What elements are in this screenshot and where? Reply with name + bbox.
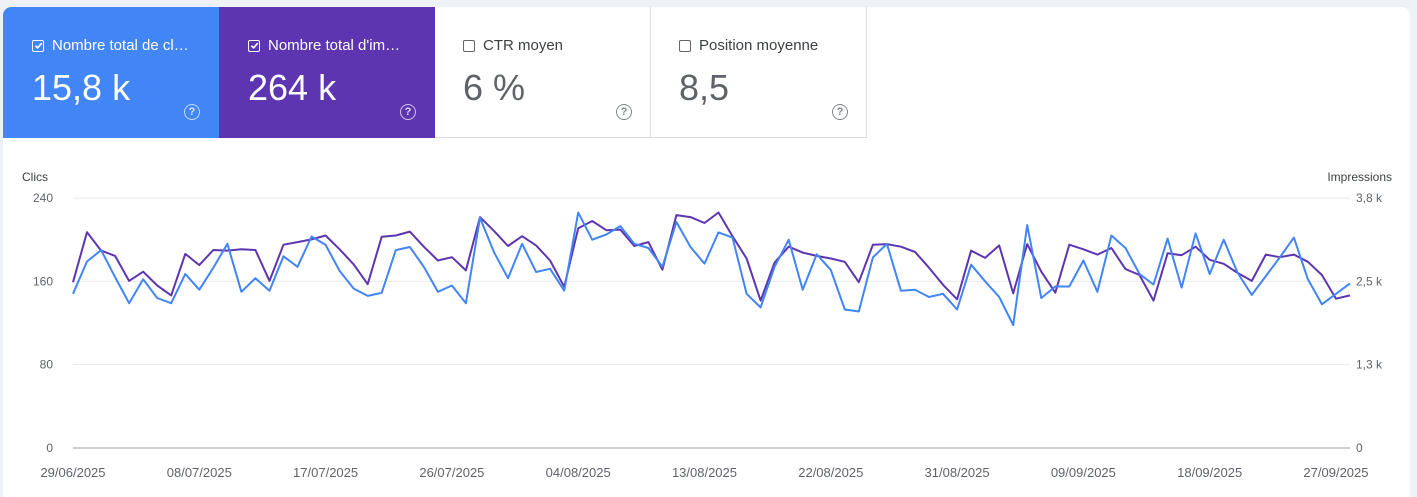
x-axis-tick-label: 29/06/2025 xyxy=(40,465,105,480)
tile-total-clicks[interactable]: Nombre total de clics 15,8 k ? xyxy=(3,7,219,138)
left-axis-title: Clics xyxy=(22,170,48,184)
left-axis-tick-label: 240 xyxy=(33,191,53,205)
right-axis-tick-label: 3,8 k xyxy=(1356,191,1383,205)
tile-average-ctr-header: CTR moyen xyxy=(463,37,563,54)
tile-average-position[interactable]: Position moyenne 8,5 ? xyxy=(651,7,867,138)
help-icon[interactable]: ? xyxy=(616,104,632,120)
tile-average-position-value: 8,5 xyxy=(679,67,730,108)
tile-average-position-label: Position moyenne xyxy=(699,37,819,54)
checkbox-unchecked-icon[interactable] xyxy=(463,39,475,52)
x-axis-tick-label: 26/07/2025 xyxy=(419,465,484,480)
tile-average-ctr[interactable]: CTR moyen 6 % ? xyxy=(435,7,651,138)
x-axis-tick-label: 27/09/2025 xyxy=(1303,465,1368,480)
x-axis-tick-label: 31/08/2025 xyxy=(925,465,990,480)
tile-total-impressions-header: Nombre total d'impressions xyxy=(248,37,406,54)
impressions-series-line xyxy=(72,211,1351,302)
tile-average-position-header: Position moyenne xyxy=(679,37,818,54)
left-axis-tick-label: 80 xyxy=(40,358,54,372)
clics-series-line xyxy=(72,211,1351,327)
x-axis-tick-label: 18/09/2025 xyxy=(1177,465,1242,480)
tile-total-clicks-value: 15,8 k xyxy=(32,67,131,108)
x-axis-tick-label: 22/08/2025 xyxy=(798,465,863,480)
right-axis-tick-label: 0 xyxy=(1356,441,1363,455)
help-icon[interactable]: ? xyxy=(832,104,848,120)
x-axis-tick-label: 13/08/2025 xyxy=(672,465,737,480)
performance-line-chart: 0 0 80 1,3 k 160 2,5 k 240 3,8 k 29/06/2025 08/07… xyxy=(33,191,1383,480)
metric-tiles: Nombre total de clics 15,8 k ? Nombre to… xyxy=(3,7,867,138)
tile-total-clicks-header: Nombre total de clics xyxy=(32,37,192,54)
checkbox-unchecked-icon[interactable] xyxy=(679,39,691,52)
performance-card: Nombre total de clics 15,8 k ? Nombre to… xyxy=(3,7,1410,497)
checkbox-checked-icon[interactable] xyxy=(248,39,260,52)
x-axis-tick-label: 08/07/2025 xyxy=(167,465,232,480)
tile-average-ctr-value: 6 % xyxy=(463,67,526,108)
right-axis-tick-label: 2,5 k xyxy=(1356,274,1383,288)
right-axis-title: Impressions xyxy=(1327,170,1392,184)
help-icon[interactable]: ? xyxy=(400,104,416,120)
x-axis-tick-label: 09/09/2025 xyxy=(1051,465,1116,480)
x-axis-tick-label: 04/08/2025 xyxy=(546,465,611,480)
tile-average-ctr-label: CTR moyen xyxy=(483,37,564,54)
x-axis-tick-label: 17/07/2025 xyxy=(293,465,358,480)
left-axis-tick-label: 160 xyxy=(33,274,53,288)
left-axis-tick-label: 0 xyxy=(46,441,53,455)
checkbox-checked-icon[interactable] xyxy=(32,39,44,52)
tile-total-impressions[interactable]: Nombre total d'impressions 264 k ? xyxy=(219,7,435,138)
right-axis-tick-label: 1,3 k xyxy=(1356,358,1383,372)
tile-total-impressions-value: 264 k xyxy=(248,67,337,108)
help-icon[interactable]: ? xyxy=(184,104,200,120)
